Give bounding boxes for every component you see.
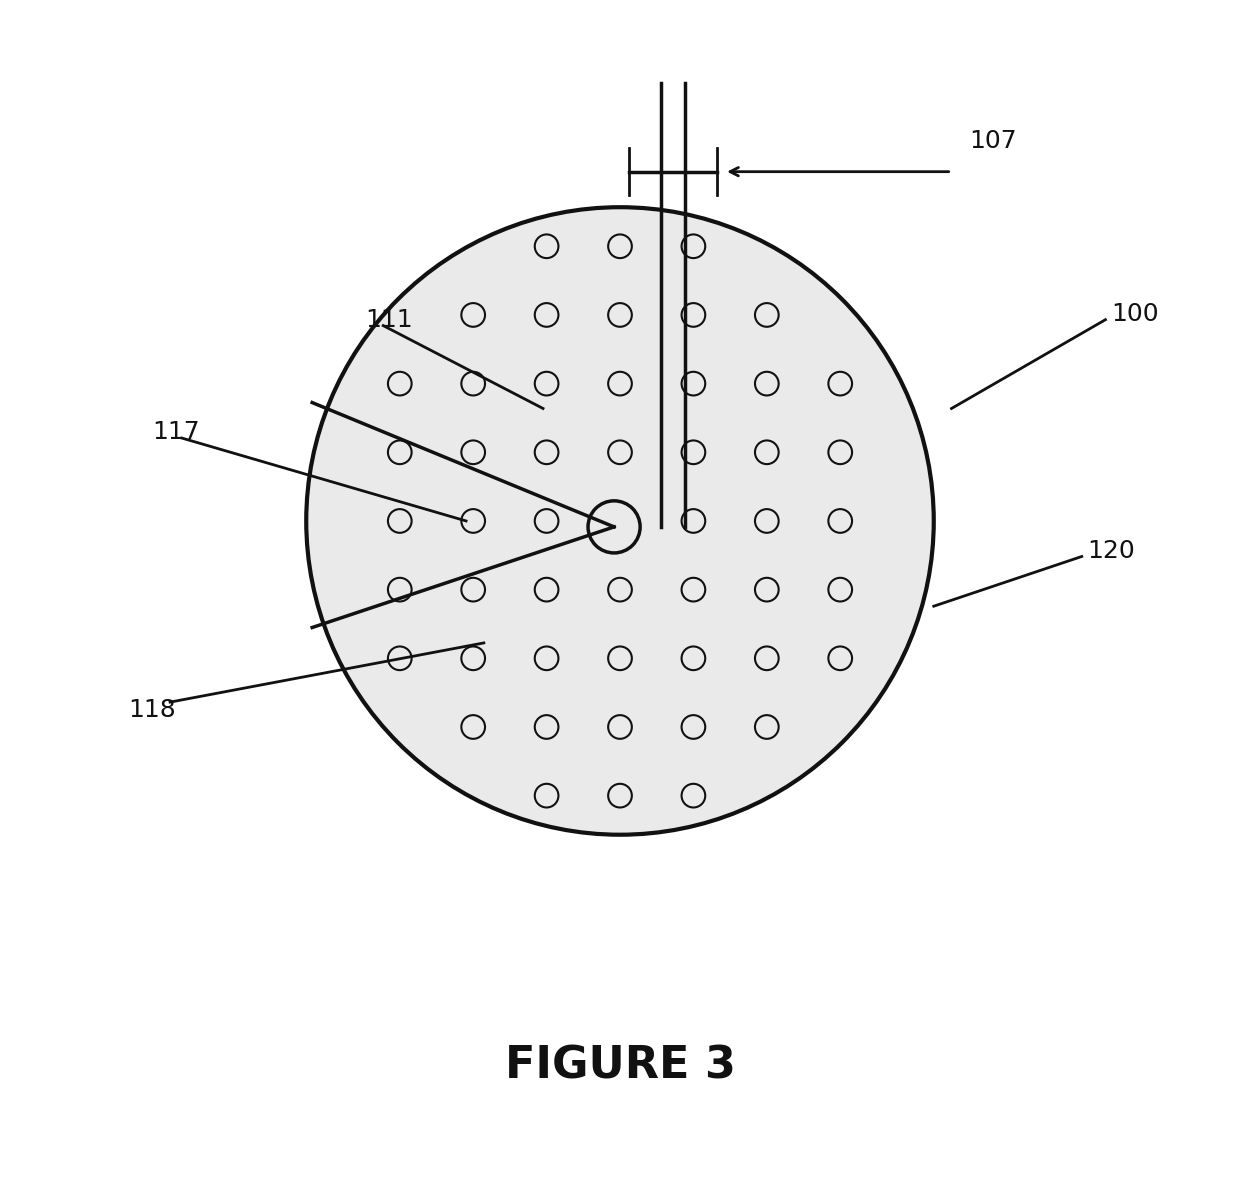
Text: 111: 111 — [366, 308, 413, 332]
Text: 117: 117 — [153, 420, 200, 444]
Text: 120: 120 — [1087, 539, 1136, 562]
Circle shape — [306, 207, 934, 835]
Text: FIGURE 3: FIGURE 3 — [505, 1044, 735, 1087]
Text: 100: 100 — [1111, 302, 1159, 326]
Text: 118: 118 — [129, 699, 176, 722]
Text: 107: 107 — [970, 129, 1017, 153]
